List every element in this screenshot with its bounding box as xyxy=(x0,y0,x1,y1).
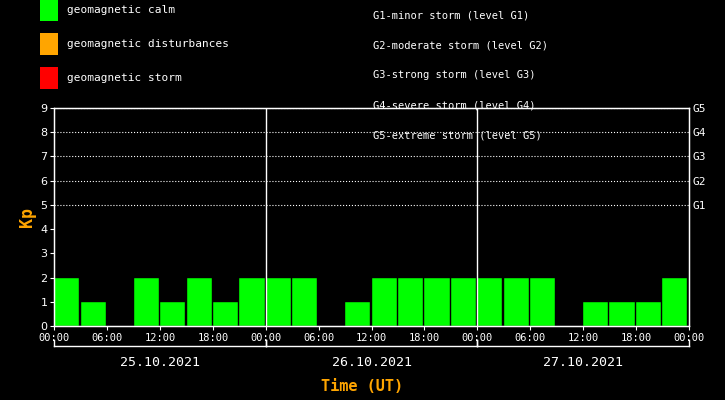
Bar xyxy=(610,302,634,326)
Text: geomagnetic calm: geomagnetic calm xyxy=(67,5,175,15)
Bar xyxy=(477,278,502,326)
Bar xyxy=(345,302,370,326)
Y-axis label: Kp: Kp xyxy=(18,207,36,227)
Bar xyxy=(504,278,529,326)
Bar xyxy=(583,302,608,326)
Bar xyxy=(636,302,661,326)
Bar xyxy=(213,302,238,326)
Bar xyxy=(424,278,450,326)
Text: G4-severe storm (level G4): G4-severe storm (level G4) xyxy=(373,100,536,110)
Bar xyxy=(186,278,212,326)
Bar xyxy=(133,278,159,326)
Text: geomagnetic disturbances: geomagnetic disturbances xyxy=(67,39,228,49)
Text: G5-extreme storm (level G5): G5-extreme storm (level G5) xyxy=(373,130,542,140)
Bar xyxy=(398,278,423,326)
Text: 27.10.2021: 27.10.2021 xyxy=(543,356,623,368)
Bar xyxy=(451,278,476,326)
Bar xyxy=(663,278,687,326)
Bar xyxy=(54,278,80,326)
Bar xyxy=(292,278,318,326)
Text: 26.10.2021: 26.10.2021 xyxy=(331,356,412,368)
Bar xyxy=(266,278,291,326)
Text: G3-strong storm (level G3): G3-strong storm (level G3) xyxy=(373,70,536,80)
Text: G1-minor storm (level G1): G1-minor storm (level G1) xyxy=(373,10,530,20)
Bar xyxy=(160,302,185,326)
Bar xyxy=(239,278,265,326)
Text: G2-moderate storm (level G2): G2-moderate storm (level G2) xyxy=(373,40,548,50)
Bar xyxy=(530,278,555,326)
Text: 25.10.2021: 25.10.2021 xyxy=(120,356,200,368)
Text: geomagnetic storm: geomagnetic storm xyxy=(67,73,181,83)
Text: Time (UT): Time (UT) xyxy=(321,379,404,394)
Bar xyxy=(80,302,106,326)
Bar xyxy=(371,278,397,326)
